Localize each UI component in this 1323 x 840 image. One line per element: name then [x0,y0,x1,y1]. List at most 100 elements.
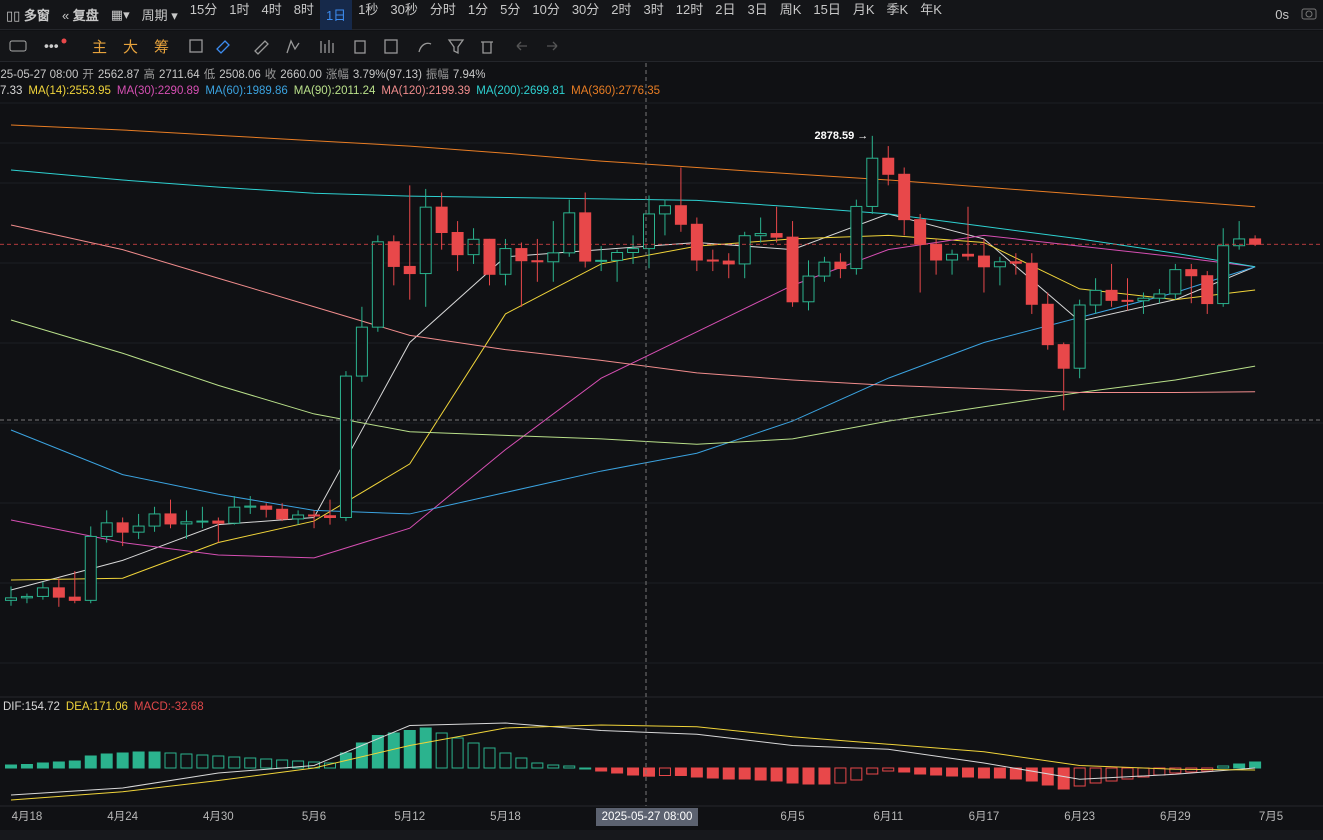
macd-bar [435,732,448,769]
icon[interactable] [254,40,269,55]
macd-bar [690,767,703,778]
candle-body [244,505,257,508]
tool-chips[interactable]: 筹 [154,38,170,56]
macd-bar [595,767,608,772]
interval[interactable]: 30分 [571,2,600,17]
interval[interactable]: 15分 [189,2,218,17]
macd-bar [834,767,847,784]
x-tick-label: 6月29 [1160,811,1191,823]
tool-main[interactable]: 主 [92,38,108,56]
interval[interactable]: 8时 [293,2,314,17]
candle-body [1169,269,1182,295]
ma-legend-item: MA(30):2290.89 [116,85,200,97]
timer: 0s [1275,7,1289,22]
x-tick-label: 5月12 [394,811,425,823]
macd-legend-item: DIF:154.72 [3,701,60,713]
interval[interactable]: 1时 [229,2,250,17]
icon[interactable] [447,39,465,55]
macd-bar [467,742,480,769]
macd-legend-item: MACD:-32.68 [133,701,204,713]
candle-body [371,241,384,328]
icon[interactable] [320,40,334,53]
macd-bar [738,767,751,780]
interval[interactable]: 2日 [715,2,736,17]
macd-bar [148,751,161,769]
macd-bar [419,727,432,769]
icon[interactable] [216,40,230,54]
ma-legend-item: MA(200):2699.81 [476,85,566,97]
multi-window[interactable]: ▯▯ 多窗 [6,8,50,23]
macd-bar [786,767,799,784]
macd-legend: DIF:154.72 DEA:171.06 MACD:-32.68 [3,701,210,713]
interval[interactable]: 周K [779,2,802,17]
high-annotation: 2878.59 → [814,130,868,142]
icon[interactable] [418,42,432,53]
icon[interactable] [189,39,203,53]
candle-body [866,157,879,207]
candle-body [419,206,432,275]
x-tick-label: 4月30 [203,811,234,823]
ma-legend-item: MA(60):1989.86 [205,85,288,97]
icon[interactable] [286,39,300,54]
interval[interactable]: 3时 [643,2,664,17]
ma-line [10,124,1256,208]
macd-bar [643,767,655,777]
interval[interactable]: 10分 [532,2,560,17]
interval[interactable]: 月K [852,2,875,17]
candle-body [339,375,352,519]
macd-bar [20,764,33,769]
interval[interactable]: 1日 [319,0,353,30]
interval[interactable]: 1秒 [358,2,379,17]
icon[interactable] [481,41,494,54]
macd-bar [1009,767,1022,780]
candle-body [403,265,416,275]
candle-body [1105,289,1118,301]
top-toolbar: ▯▯ 多窗 « 复盘 ▦▾ 周期 ▾ 15分 1时 4时 8时 1日 1秒 30秒 分时 1分 5… [0,0,1323,30]
candle-body [148,513,161,527]
candle-body [802,275,815,303]
interval[interactable]: 分时 [429,2,456,17]
interval[interactable]: 30秒 [390,2,418,17]
candle-body [850,205,863,270]
candle-body [1025,262,1038,305]
screenshot-icon[interactable] [1295,6,1323,23]
icon[interactable] [354,40,366,54]
macd-bar [1089,767,1102,784]
info-value: 2660.00 [280,69,322,81]
macd-bar [579,767,592,770]
macd-bar [515,757,528,769]
candle-body [914,219,927,245]
interval[interactable]: 12时 [675,2,704,17]
ma-legend-item: MA(120):2199.39 [381,85,471,97]
multi-window-label: 多窗 [23,8,50,23]
interval[interactable]: 4时 [261,2,282,17]
keyboard-icon[interactable] [9,40,27,52]
x-tick-label: 4月18 [12,811,43,823]
x-tick-label: 7月5 [1259,811,1283,823]
macd-bar [276,759,289,769]
macd-bar [1105,767,1118,782]
interval[interactable]: 5分 [500,2,521,17]
interval[interactable]: 1分 [467,2,489,17]
more-icon[interactable]: ••• [44,38,59,54]
candle-body [292,514,305,520]
candle-body [962,253,974,257]
replay[interactable]: « 复盘 [61,8,99,23]
icon[interactable] [384,39,398,54]
period[interactable]: 周期 ▾ [141,8,178,23]
interval[interactable]: 2时 [611,2,632,17]
tool-big[interactable]: 大 [123,38,139,56]
more[interactable]: ▦▾ [110,6,130,22]
candle-body [1041,303,1054,346]
macd-bar [898,767,911,773]
macd-bar [882,767,895,772]
macd-bar [563,765,576,769]
interval[interactable]: 年K [920,2,942,17]
interval[interactable]: 季K [886,2,909,17]
candle-body [1185,269,1198,277]
candle-body [1057,344,1070,369]
interval[interactable]: 15日 [813,2,841,17]
candle-body [84,535,97,601]
interval[interactable]: 3日 [747,2,768,17]
candle-body [68,596,81,601]
